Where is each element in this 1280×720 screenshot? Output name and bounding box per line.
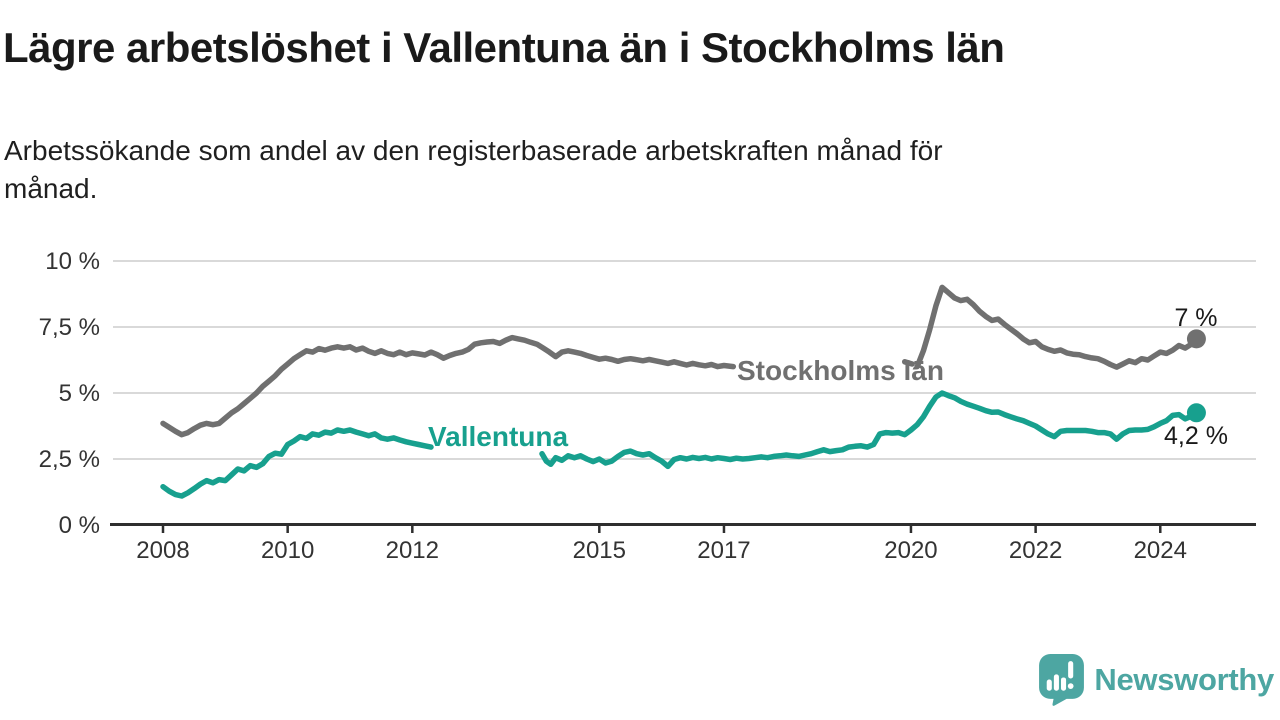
series-label-stockholms-lan: Stockholms län <box>737 355 944 386</box>
end-dot-stockholms-lan <box>1186 329 1206 349</box>
newsworthy-logo: Newsworthy <box>1038 653 1274 706</box>
newsworthy-logo-text: Newsworthy <box>1094 661 1274 697</box>
bar-mid <box>1061 677 1067 691</box>
axis-layer: 10 % 7,5 % 5 % 2,5 % 0 % 2008 2010 2012 2015 2017… <box>39 248 1256 564</box>
x-tick-label-2015: 2015 <box>573 537 626 564</box>
page-title: Lägre arbetslöshet i Vallentuna än i Sto… <box>3 24 1005 71</box>
y-tick-label-0: 0 % <box>59 512 100 539</box>
x-tick-label-2020: 2020 <box>884 537 937 564</box>
series-line-stockholms-lan-seg0 <box>160 334 737 438</box>
x-tick-label-2017: 2017 <box>697 537 750 564</box>
x-tick-label-2012: 2012 <box>386 537 439 564</box>
end-value-label-vallentuna: 4,2 % <box>1164 422 1228 450</box>
y-tick-label-7.5: 7,5 % <box>39 314 100 341</box>
x-tick-label-2022: 2022 <box>1009 537 1062 564</box>
y-tick-label-10: 10 % <box>45 248 100 275</box>
newsworthy-logo-icon <box>1039 654 1085 706</box>
series-line-stockholms-lan-seg2 <box>914 284 1200 370</box>
y-tick-label-2.5: 2,5 % <box>39 446 100 473</box>
bar-short <box>1047 679 1053 691</box>
series-line-stockholms-lan-seg1 <box>901 359 915 367</box>
y-tick-label-5: 5 % <box>59 380 100 407</box>
subtitle-line-1: Arbetssökande som andel av den registerb… <box>4 135 943 166</box>
page-subtitle: Arbetssökande som andel av den registerb… <box>4 132 1204 208</box>
series-label-vallentuna: Vallentuna <box>428 421 568 452</box>
series-line-vallentuna-seg1 <box>539 390 1200 470</box>
end-dot-vallentuna <box>1186 403 1206 423</box>
subtitle-line-2: månad. <box>4 172 98 204</box>
x-tick-label-2008: 2008 <box>136 537 189 564</box>
exclamation-bar <box>1068 661 1074 679</box>
bar-tall <box>1054 674 1060 691</box>
series-line-vallentuna-seg0 <box>160 427 434 499</box>
end-value-label-stockholms-lan: 7 % <box>1174 304 1217 332</box>
x-tick-label-2024: 2024 <box>1134 537 1187 564</box>
x-tick-label-2010: 2010 <box>261 537 314 564</box>
series-layer <box>160 284 1206 499</box>
exclamation-dot <box>1068 683 1074 689</box>
